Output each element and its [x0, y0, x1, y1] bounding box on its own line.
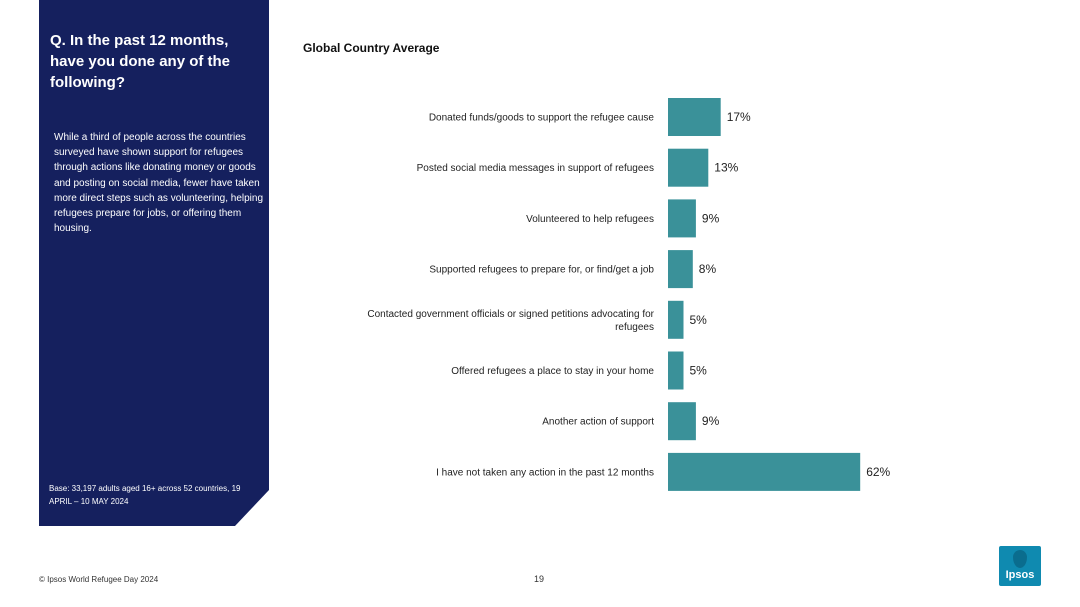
category-label-line: Donated funds/goods to support the refug…: [429, 113, 655, 124]
question-description: While a third of people across the count…: [54, 132, 264, 235]
category-label: Offered refugees a place to stay in your…: [451, 366, 654, 377]
bar: [668, 199, 696, 238]
category-label: Supported refugees to prepare for, or fi…: [429, 265, 654, 276]
category-label: Donated funds/goods to support the refug…: [429, 113, 655, 124]
bar-value-label: 9%: [702, 211, 720, 225]
category-label-line: I have not taken any action in the past …: [436, 467, 654, 478]
question-title: Q. In the past 12 months, have you done …: [50, 32, 231, 91]
category-label: I have not taken any action in the past …: [436, 467, 654, 478]
question-panel: Q. In the past 12 months, have you done …: [39, 0, 269, 526]
category-label-line: Supported refugees to prepare for, or fi…: [429, 265, 654, 276]
category-label-line: refugees: [615, 322, 654, 333]
category-label: Another action of support: [542, 417, 654, 428]
bar: [668, 250, 693, 289]
category-label-line: Posted social media messages in support …: [417, 163, 654, 174]
category-label: Volunteered to help refugees: [526, 214, 654, 225]
ipsos-logo-icon: [1013, 550, 1027, 568]
bar-value-label: 62%: [866, 465, 890, 479]
bar: [668, 402, 696, 441]
category-label: Contacted government officials or signed…: [367, 309, 654, 333]
ipsos-logo: Ipsos: [999, 546, 1041, 586]
category-label: Posted social media messages in support …: [417, 163, 654, 174]
bar-value-label: 9%: [702, 414, 720, 428]
bar: [668, 351, 684, 390]
bar-value-label: 13%: [714, 161, 738, 175]
bar: [668, 98, 721, 136]
bar: [668, 148, 709, 187]
bar: [668, 300, 684, 339]
bar-value-label: 8%: [699, 262, 717, 276]
logo-text: Ipsos: [1005, 569, 1035, 581]
category-label-line: Volunteered to help refugees: [526, 214, 654, 225]
page-number: 19: [534, 574, 545, 584]
bar-value-label: 5%: [690, 313, 708, 327]
footer-copyright: © Ipsos World Refugee Day 2024: [39, 575, 159, 584]
bar-value-label: 17%: [727, 110, 751, 124]
bar: [668, 452, 861, 491]
bar-value-label: 5%: [690, 364, 708, 378]
base-note: Base: 33,197 adults aged 16+ across 52 c…: [49, 484, 241, 506]
category-label-line: Offered refugees a place to stay in your…: [451, 366, 654, 377]
category-label-line: Contacted government officials or signed…: [367, 309, 654, 320]
chart-title: Global Country Average: [303, 41, 440, 55]
category-label-line: Another action of support: [542, 417, 654, 428]
